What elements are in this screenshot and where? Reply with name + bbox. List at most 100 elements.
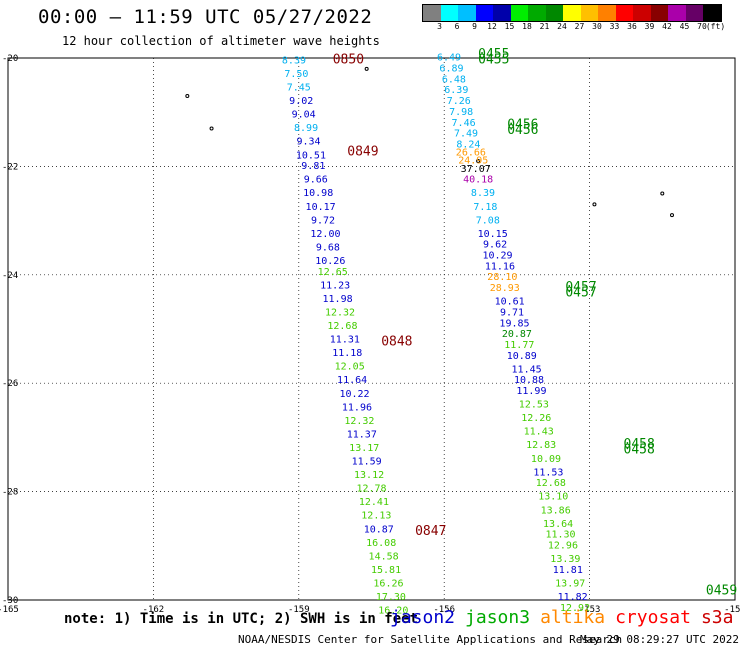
swh-point-track1: 13.17 (349, 443, 379, 454)
swh-point-track2: 28.10 (487, 272, 517, 283)
credit-line: NOAA/NESDIS Center for Satellite Applica… (238, 633, 623, 646)
satellite-s3a: s3a (700, 607, 734, 628)
swh-point-track2: 13.64 (543, 519, 573, 530)
swh-point-track2: 20.87 (502, 329, 532, 340)
swh-point-track1: 12.41 (359, 497, 389, 508)
legend-swatch (598, 5, 616, 21)
island-marker (660, 191, 665, 196)
swh-point-track2: 9.71 (500, 307, 524, 318)
swh-point-track1: 12.13 (361, 511, 391, 522)
swh-point-track1: 11.31 (330, 335, 360, 346)
swh-point-track2: 7.46 (452, 118, 476, 129)
legend-tick-label: 70 (697, 22, 707, 31)
swh-point-track1: 12.65 (318, 267, 348, 278)
time-label-track2: 0456 (507, 117, 538, 132)
swh-point-track2: 11.81 (553, 565, 583, 576)
swh-point-track1: 9.04 (292, 110, 316, 121)
y-tick-label: -26 (2, 379, 18, 389)
swh-point-track1: 12.00 (310, 229, 340, 240)
satellite-jason3: jason3 (465, 607, 531, 628)
legend-swatch (545, 5, 563, 21)
island-marker (364, 66, 369, 71)
legend-swatch (563, 5, 581, 21)
legend-tick-label: 33 (609, 22, 620, 31)
swh-point-track2: 37.07 (461, 164, 491, 175)
swh-point-track2: 6.49 (437, 53, 461, 64)
swh-point-track1: 11.96 (342, 402, 372, 413)
swh-point-track2: 7.49 (454, 129, 478, 140)
swh-point-track2: 10.15 (478, 229, 508, 240)
legend-swatch (510, 5, 528, 21)
legend-tick-label: 9 (472, 22, 477, 31)
swh-point-track2: 13.39 (550, 554, 580, 565)
swh-point-track1: 9.68 (316, 242, 340, 253)
time-label-track1: 0850 (333, 52, 364, 67)
legend-swatch (475, 5, 493, 21)
swh-point-track2: 10.88 (514, 375, 544, 386)
swh-point-track1: 7.50 (284, 69, 308, 80)
swh-point-track2: 12.53 (519, 400, 549, 411)
legend-swatch (580, 5, 598, 21)
swh-point-track1: 8.99 (294, 123, 318, 134)
legend-swatch (633, 5, 651, 21)
time-label-track1: 0847 (415, 524, 446, 539)
legend-tick-label: 12 (487, 22, 497, 31)
y-tick-label: -30 (2, 596, 18, 606)
y-tick-label: -24 (2, 271, 18, 281)
swh-point-track2: 10.29 (482, 251, 512, 262)
swh-point-track1: 12.78 (356, 484, 386, 495)
swh-legend-ticks: 3 6 9 12 15 18 21 24 27 30 33 36 39 42 45 70 (ft) (422, 22, 740, 34)
swh-point-track2: 6.39 (444, 85, 468, 96)
swh-point-track1: 9.34 (296, 137, 320, 148)
swh-point-track2: 6.48 (442, 74, 466, 85)
legend-tick-label: 24 (557, 22, 567, 31)
swh-point-track1: 12.68 (327, 321, 357, 332)
legend-tick-label: 42 (662, 22, 672, 31)
swh-point-track1: 10.26 (315, 256, 345, 267)
swh-point-track2: 11.43 (524, 427, 554, 438)
swh-point-track1: 10.22 (339, 389, 369, 400)
legend-tick-label: 45 (679, 22, 690, 31)
legend-swatch (685, 5, 703, 21)
x-tick-label: -162 (143, 605, 165, 615)
legend-tick-label: 18 (522, 22, 532, 31)
swh-point-track2: 8.39 (471, 188, 495, 199)
legend-tick-label: 15 (504, 22, 515, 31)
time-label-track2: 0455 (478, 47, 509, 62)
swh-point-track2: 11.30 (545, 530, 575, 541)
swh-point-track2: 13.97 (555, 578, 585, 589)
swh-point-track1: 16.26 (373, 578, 403, 589)
time-label-track2: 0459 (706, 584, 737, 599)
swh-point-track1: 10.51 (296, 150, 326, 161)
time-label-track1: 0848 (381, 334, 412, 349)
time-label-track2: 0457 (565, 280, 596, 295)
swh-point-track2: 19.85 (499, 318, 529, 329)
x-tick-label: -156 (433, 605, 455, 615)
swh-point-track2: 26.66 (456, 148, 486, 159)
swh-point-track1: 9.81 (301, 161, 325, 172)
swh-point-track2: 11.45 (512, 364, 542, 375)
swh-point-track1: 15.81 (371, 565, 401, 576)
swh-point-track2: 11.53 (533, 467, 563, 478)
swh-point-track1: 9.02 (289, 96, 313, 107)
legend-tick-label: 21 (539, 22, 550, 31)
swh-point-track2: 11.82 (558, 592, 588, 603)
swh-point-track1: 9.72 (311, 215, 335, 226)
swh-point-track2: 28.93 (490, 283, 520, 294)
legend-tick-label: 27 (574, 22, 585, 31)
time-label-track2: 0456 (507, 123, 538, 138)
generated-timestamp: May 29 08:29:27 UTC 2022 (580, 633, 739, 646)
x-tick-label: -153 (579, 605, 601, 615)
island-marker (185, 93, 190, 98)
swh-point-track2: 7.18 (473, 202, 497, 213)
swh-point-track2: 24.95 (458, 156, 488, 167)
legend-tick-label: 39 (644, 22, 655, 31)
page-subtitle: 12 hour collection of altimeter wave hei… (62, 34, 380, 48)
y-tick-label: -28 (2, 488, 18, 498)
swh-point-track1: 16.20 (378, 606, 408, 617)
time-label-track2: 0455 (478, 52, 509, 67)
swh-point-track1: 12.32 (325, 307, 355, 318)
legend-swatch (458, 5, 476, 21)
swh-color-legend (422, 4, 722, 22)
